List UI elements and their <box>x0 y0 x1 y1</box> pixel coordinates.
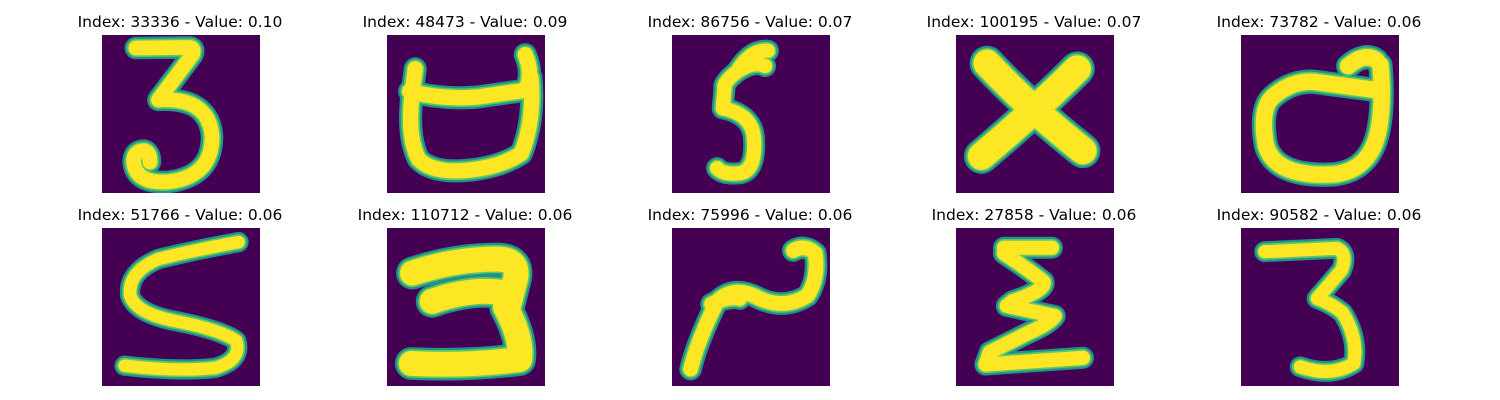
panel-title: Index: 86756 - Value: 0.07 <box>647 13 853 31</box>
stroke-core <box>118 235 245 376</box>
digit-image <box>672 35 830 193</box>
digit-image <box>1241 35 1399 193</box>
panel-title: Index: 90582 - Value: 0.06 <box>1216 206 1422 224</box>
digit-glyph <box>956 35 1114 193</box>
stroke-core <box>967 55 1091 170</box>
panel-title: Index: 75996 - Value: 0.06 <box>647 206 853 224</box>
digit-image <box>387 35 545 193</box>
digit-glyph <box>102 35 260 193</box>
stroke-core <box>419 278 518 314</box>
stroke-core <box>399 246 529 320</box>
digit-image <box>102 35 260 193</box>
stroke-core <box>683 240 824 377</box>
stroke-core <box>1255 56 1390 183</box>
stroke-core <box>1258 241 1362 378</box>
panel-title: Index: 100195 - Value: 0.07 <box>926 13 1142 31</box>
digit-glyph <box>956 228 1114 386</box>
digit-glyph <box>102 228 260 386</box>
panel-title: Index: 33336 - Value: 0.10 <box>77 13 283 31</box>
digit-glyph <box>1241 228 1399 386</box>
digit-glyph <box>1241 35 1399 193</box>
stroke-core <box>398 294 533 377</box>
panel-title: Index: 48473 - Value: 0.09 <box>362 13 568 31</box>
stroke-core <box>402 61 540 179</box>
panel-title: Index: 73782 - Value: 0.06 <box>1216 13 1422 31</box>
stroke-core <box>1340 49 1385 75</box>
stroke-core <box>704 290 748 312</box>
stroke-core <box>401 47 538 106</box>
digit-image <box>387 228 545 386</box>
panel-title: Index: 51766 - Value: 0.06 <box>77 206 283 224</box>
panel-title: Index: 110712 - Value: 0.06 <box>357 206 573 224</box>
digit-image <box>672 228 830 386</box>
panel-title: Index: 27858 - Value: 0.06 <box>931 206 1137 224</box>
digit-glyph <box>387 35 545 193</box>
stroke-core <box>126 40 220 190</box>
digit-glyph <box>672 228 830 386</box>
digit-image <box>956 228 1114 386</box>
digit-image <box>102 228 260 386</box>
digit-image <box>1241 228 1399 386</box>
digit-glyph <box>672 35 830 193</box>
digit-image <box>956 35 1114 193</box>
digit-glyph <box>387 228 545 386</box>
stroke-core <box>978 246 1091 372</box>
stroke-core <box>729 57 773 79</box>
